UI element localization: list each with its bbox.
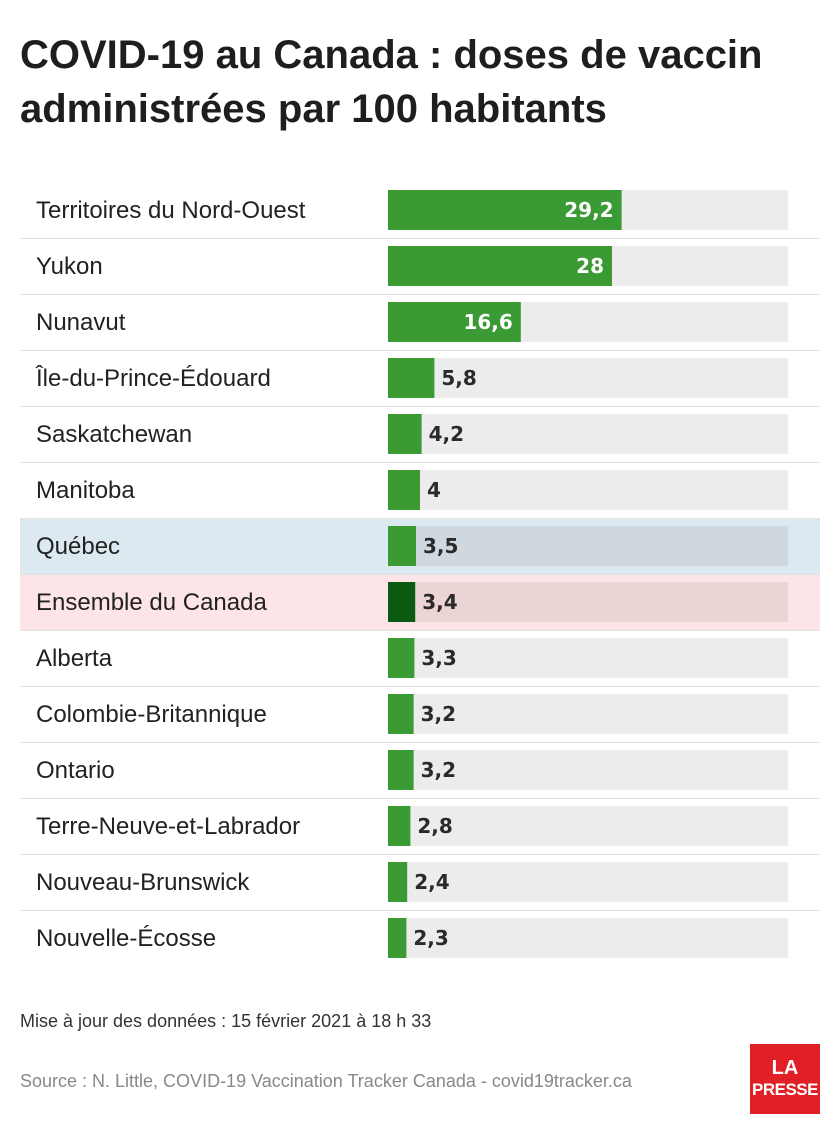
value-label-manitoba: 4: [427, 478, 441, 502]
value-label-saskatchewan: 4,2: [429, 422, 464, 446]
bar-track-ensemble-du-canada: [388, 582, 788, 622]
category-label-ensemble-du-canada: Ensemble du Canada: [36, 589, 267, 616]
bar-track-manitoba: [388, 470, 788, 510]
bar-ile-du-prince-edouard: [388, 358, 435, 398]
category-label-saskatchewan: Saskatchewan: [36, 421, 192, 448]
bar-yukon: [388, 246, 612, 286]
value-label-ensemble-du-canada: 3,4: [422, 590, 457, 614]
bar-saskatchewan: [388, 414, 422, 454]
value-label-nouveau-brunswick: 2,4: [414, 870, 449, 894]
value-label-alberta: 3,3: [421, 646, 456, 670]
bar-terre-neuve-et-labrador: [388, 806, 411, 846]
category-label-nouvelle-ecosse: Nouvelle-Écosse: [36, 925, 216, 952]
value-label-terre-neuve-et-labrador: 2,8: [417, 814, 452, 838]
category-label-alberta: Alberta: [36, 645, 113, 672]
bar-ensemble-du-canada: [388, 582, 416, 622]
bar-nouvelle-ecosse: [388, 918, 407, 958]
logo-line-2: PRESSE: [752, 1080, 818, 1099]
chart-title: COVID-19 au Canada : doses de vaccin adm…: [20, 33, 763, 131]
bar-track-colombie-britannique: [388, 694, 788, 734]
bar-track-nouveau-brunswick: [388, 862, 788, 902]
bar-track-terre-neuve-et-labrador: [388, 806, 788, 846]
value-label-ontario: 3,2: [421, 758, 456, 782]
bar-track-ontario: [388, 750, 788, 790]
bar-nunavut: [388, 302, 521, 342]
value-label-colombie-britannique: 3,2: [421, 702, 456, 726]
category-label-ile-du-prince-edouard: Île-du-Prince-Édouard: [35, 365, 271, 392]
bar-track-ile-du-prince-edouard: [388, 358, 788, 398]
category-label-nouveau-brunswick: Nouveau-Brunswick: [36, 869, 250, 896]
value-label-nouvelle-ecosse: 2,3: [413, 926, 448, 950]
bar-chart: Territoires du Nord-Ouest 29,2 Yukon 28 Nuna…: [20, 190, 820, 958]
logo-line-1: LA: [771, 1057, 799, 1079]
bar-quebec: [388, 526, 416, 566]
bar-ontario: [388, 750, 414, 790]
category-label-yukon: Yukon: [36, 253, 103, 280]
value-label-territoires-du-nord-ouest: 29,2: [564, 198, 613, 222]
value-label-ile-du-prince-edouard: 5,8: [441, 366, 476, 390]
category-label-colombie-britannique: Colombie-Britannique: [36, 701, 267, 728]
category-label-quebec: Québec: [36, 533, 120, 560]
category-label-manitoba: Manitoba: [36, 477, 135, 504]
bar-track-quebec: [388, 526, 788, 566]
value-label-nunavut: 16,6: [463, 310, 512, 334]
category-label-nunavut: Nunavut: [36, 309, 126, 336]
bar-territoires-du-nord-ouest: [388, 190, 622, 230]
bar-track-nouvelle-ecosse: [388, 918, 788, 958]
category-label-terre-neuve-et-labrador: Terre-Neuve-et-Labrador: [36, 813, 300, 840]
value-label-quebec: 3,5: [423, 534, 458, 558]
bar-track-saskatchewan: [388, 414, 788, 454]
source-note: Source : N. Little, COVID-19 Vaccination…: [20, 1071, 632, 1091]
data-updated-note: Mise à jour des données : 15 février 202…: [20, 1011, 432, 1031]
bar-track-alberta: [388, 638, 788, 678]
bar-nouveau-brunswick: [388, 862, 408, 902]
category-label-ontario: Ontario: [36, 757, 115, 784]
bar-manitoba: [388, 470, 420, 510]
la-presse-logo: LA PRESSE: [750, 1044, 820, 1114]
value-label-yukon: 28: [576, 254, 604, 278]
bar-colombie-britannique: [388, 694, 414, 734]
category-label-territoires-du-nord-ouest: Territoires du Nord-Ouest: [36, 197, 306, 224]
bar-alberta: [388, 638, 415, 678]
